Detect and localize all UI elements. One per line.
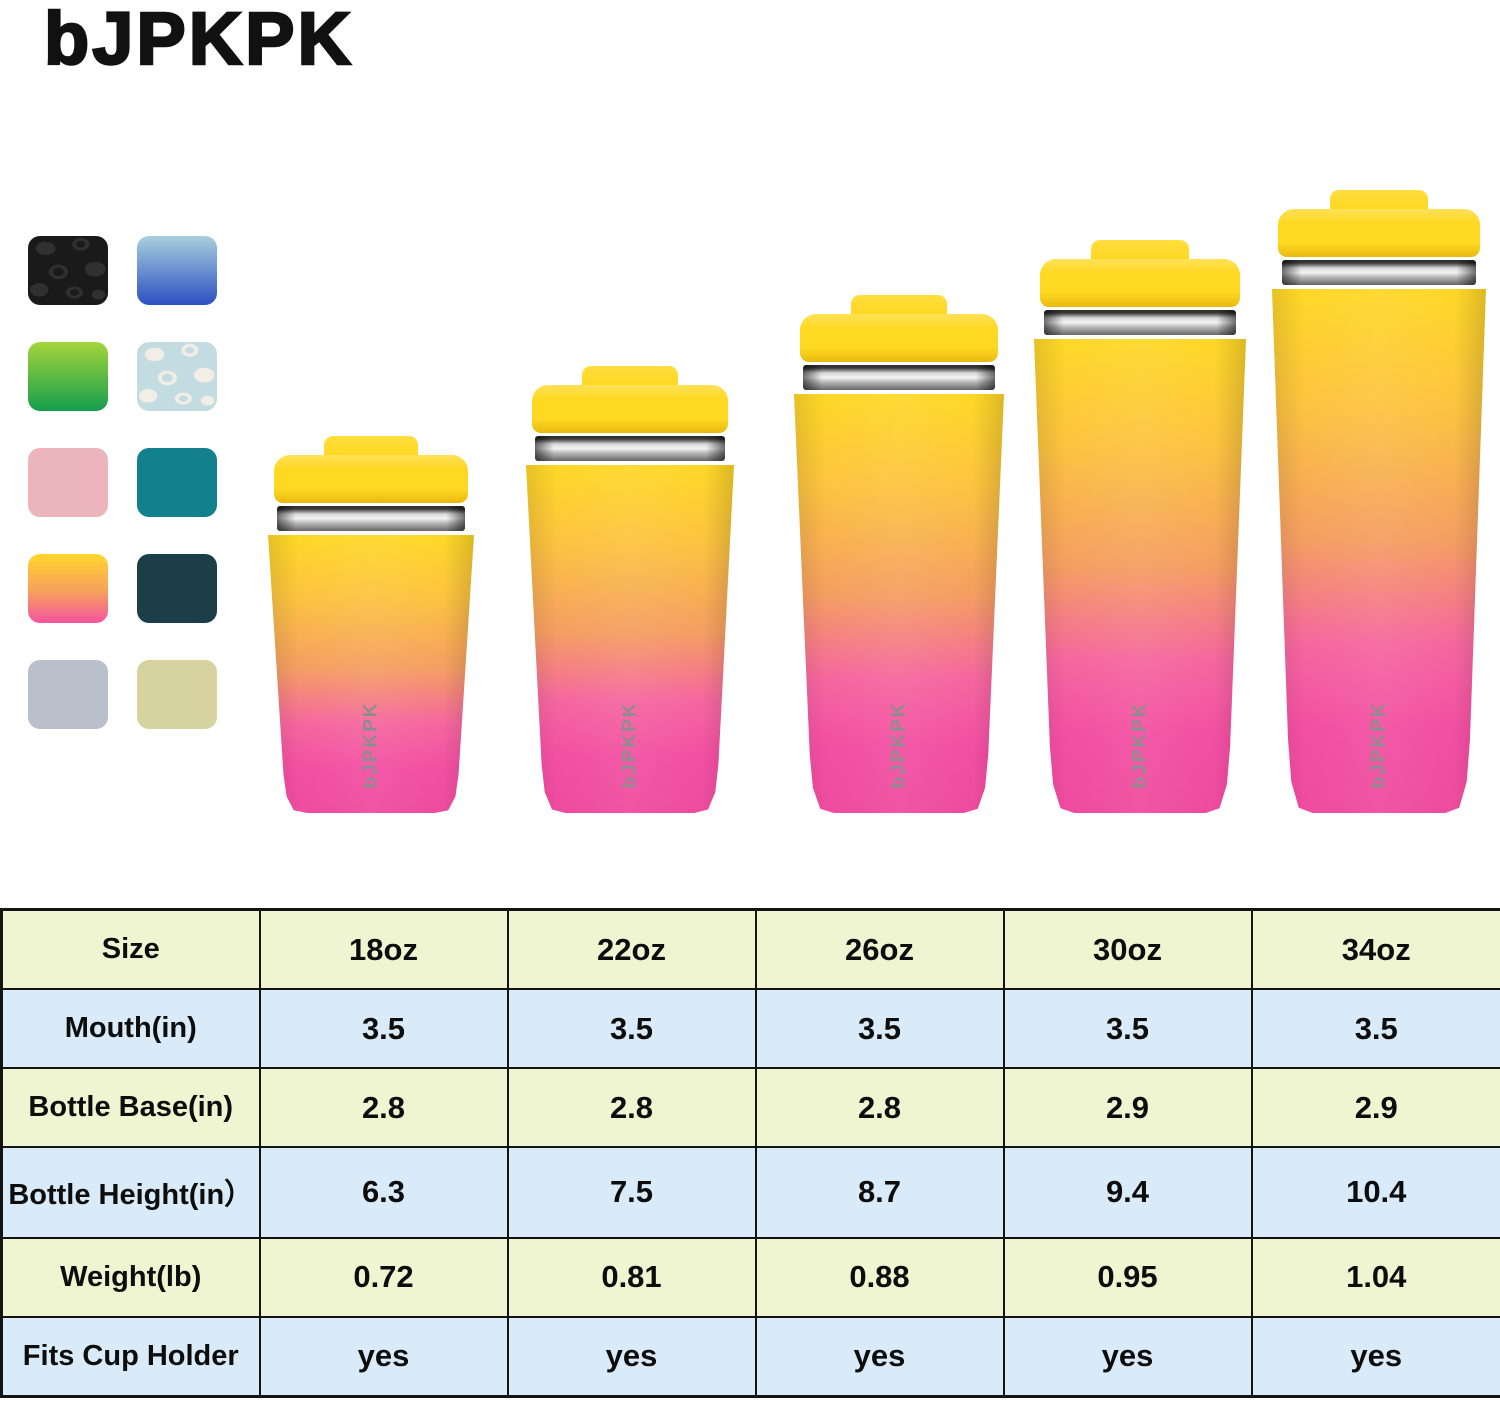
- spec-cell: 0.88: [754, 1236, 1005, 1318]
- spec-cell: Fits Cup Holder: [0, 1315, 261, 1398]
- tumbler-lid: [1278, 209, 1480, 257]
- tumbler-30oz: bJPKPK: [1034, 240, 1246, 813]
- tumbler-brand-mark: bJPKPK: [360, 701, 381, 789]
- tumbler-body: bJPKPK: [268, 535, 474, 813]
- spec-cell: 2.8: [506, 1067, 757, 1149]
- tumbler-body: bJPKPK: [794, 394, 1004, 813]
- tumbler-lid: [274, 455, 468, 503]
- tumbler-steel-band: [1281, 260, 1477, 285]
- spec-header-cell: 22oz: [506, 908, 757, 991]
- spec-cell: 7.5: [506, 1146, 757, 1239]
- spec-cell: 2.8: [754, 1067, 1005, 1149]
- spec-cell: 1.04: [1250, 1236, 1500, 1318]
- color-swatch-teal: [137, 448, 217, 517]
- spec-cell: 0.72: [258, 1236, 509, 1318]
- spec-row: Fits Cup Holder yes yes yes yes yes: [0, 1315, 1500, 1398]
- spec-cell: 3.5: [1002, 988, 1253, 1070]
- color-swatch-khaki: [137, 660, 217, 729]
- spec-cell: 10.4: [1250, 1146, 1500, 1239]
- tumbler-brand-mark: bJPKPK: [619, 701, 640, 789]
- tumbler-steel-band: [535, 436, 725, 461]
- spec-cell: 0.81: [506, 1236, 757, 1318]
- tumbler-body: bJPKPK: [1272, 289, 1486, 813]
- spec-cell: yes: [1250, 1315, 1500, 1398]
- tumbler-steel-band: [1043, 310, 1237, 335]
- tumbler-brand-mark: bJPKPK: [1368, 701, 1389, 789]
- tumbler-22oz: bJPKPK: [526, 366, 734, 813]
- tumbler-lid: [800, 314, 998, 362]
- spec-header-cell: 26oz: [754, 908, 1005, 991]
- spec-cell: 2.8: [258, 1067, 509, 1149]
- spec-cell: 0.95: [1002, 1236, 1253, 1318]
- spec-row: Weight(lb) 0.72 0.81 0.88 0.95 1.04: [0, 1236, 1500, 1318]
- tumbler-body: bJPKPK: [1034, 339, 1246, 813]
- brand-logo: bJPKPK: [43, 0, 354, 81]
- spec-cell: 3.5: [1250, 988, 1500, 1070]
- tumbler-lid: [532, 385, 728, 433]
- color-swatch-grid: [28, 236, 217, 729]
- spec-table: Size 18oz 22oz 26oz 30oz 34oz Mouth(in) 3.5 3.5 3…: [0, 908, 1500, 1398]
- spec-cell: 8.7: [754, 1146, 1005, 1239]
- tumbler-18oz: bJPKPK: [268, 436, 474, 813]
- color-swatch-blush-pink: [28, 448, 108, 517]
- color-swatch-light-gray: [28, 660, 108, 729]
- spec-cell: Bottle Base(in): [0, 1067, 261, 1149]
- spec-cell: Weight(lb): [0, 1236, 261, 1318]
- spec-cell: Bottle Height(in）: [0, 1146, 261, 1239]
- spec-cell: 3.5: [506, 988, 757, 1070]
- spec-row: Bottle Height(in） 6.3 7.5 8.7 9.4 10.4: [0, 1146, 1500, 1239]
- spec-cell: yes: [258, 1315, 509, 1398]
- tumbler-body: bJPKPK: [526, 465, 734, 813]
- spec-cell: yes: [506, 1315, 757, 1398]
- spec-cell: yes: [1002, 1315, 1253, 1398]
- spec-header-cell: Size: [0, 908, 261, 991]
- color-swatch-blue-ombre: [137, 236, 217, 305]
- spec-cell: 3.5: [754, 988, 1005, 1070]
- color-swatch-green-ombre: [28, 342, 108, 411]
- color-swatch-dark-slate: [137, 554, 217, 623]
- color-swatch-black-leopard: [28, 236, 108, 305]
- tumbler-34oz: bJPKPK: [1272, 190, 1486, 813]
- spec-cell: yes: [754, 1315, 1005, 1398]
- spec-header-cell: 34oz: [1250, 908, 1500, 991]
- tumbler-brand-mark: bJPKPK: [1129, 701, 1150, 789]
- spec-header-cell: 30oz: [1002, 908, 1253, 991]
- tumbler-26oz: bJPKPK: [794, 295, 1004, 813]
- spec-row: Mouth(in) 3.5 3.5 3.5 3.5 3.5: [0, 988, 1500, 1070]
- tumbler-brand-mark: bJPKPK: [888, 701, 909, 789]
- spec-cell: 3.5: [258, 988, 509, 1070]
- spec-cell: 6.3: [258, 1146, 509, 1239]
- color-swatch-sunset-ombre: [28, 554, 108, 623]
- spec-row: Bottle Base(in) 2.8 2.8 2.8 2.9 2.9: [0, 1067, 1500, 1149]
- spec-cell: Mouth(in): [0, 988, 261, 1070]
- tumbler-steel-band: [803, 365, 995, 390]
- spec-cell: 2.9: [1002, 1067, 1253, 1149]
- spec-header-cell: 18oz: [258, 908, 509, 991]
- spec-cell: 2.9: [1250, 1067, 1500, 1149]
- spec-cell: 9.4: [1002, 1146, 1253, 1239]
- color-swatch-ice-leopard: [137, 342, 217, 411]
- tumbler-lid: [1040, 259, 1240, 307]
- tumbler-steel-band: [277, 506, 465, 531]
- spec-header-row: Size 18oz 22oz 26oz 30oz 34oz: [0, 908, 1500, 991]
